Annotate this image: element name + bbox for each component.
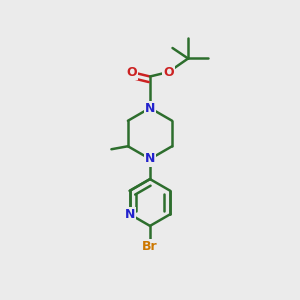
- Text: N: N: [145, 101, 155, 115]
- Text: O: O: [126, 65, 137, 79]
- Text: N: N: [124, 208, 135, 221]
- Text: O: O: [163, 65, 174, 79]
- Text: N: N: [145, 152, 155, 166]
- Text: Br: Br: [142, 240, 158, 253]
